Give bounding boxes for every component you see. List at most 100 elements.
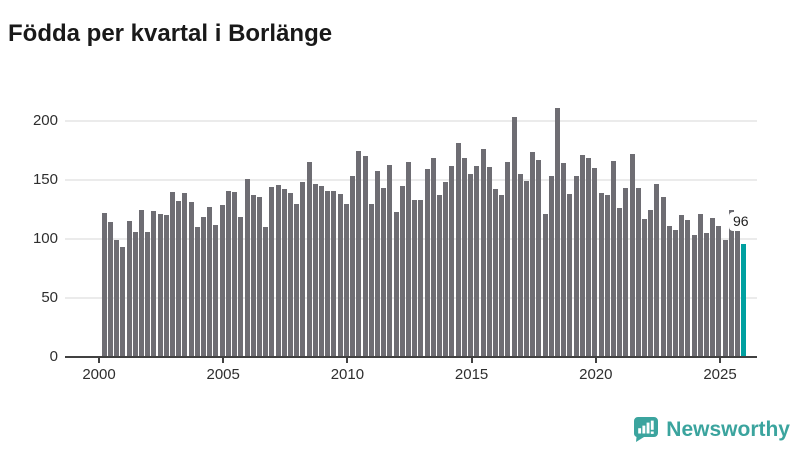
bar-2024-Q2[interactable] [704, 233, 710, 357]
bar-2012-Q4[interactable] [418, 200, 424, 357]
bar-2002-Q1[interactable] [151, 210, 157, 357]
bar-2023-Q4[interactable] [691, 235, 697, 357]
bar-2004-Q4[interactable] [219, 204, 225, 357]
bar-2009-Q2[interactable] [331, 190, 337, 357]
bar-2008-Q3[interactable] [312, 183, 318, 357]
bar-2021-Q4[interactable] [641, 218, 647, 357]
bar-2025-Q2[interactable] [728, 209, 734, 357]
bar-2006-Q2[interactable] [256, 196, 262, 357]
bar-2013-Q4[interactable] [443, 182, 449, 357]
bar-2022-Q2[interactable] [654, 183, 660, 357]
bar-2000-Q2[interactable] [107, 222, 113, 357]
bar-2020-Q4[interactable] [617, 208, 623, 357]
bar-2002-Q3[interactable] [163, 215, 169, 357]
bar-2012-Q2[interactable] [405, 162, 411, 357]
bar-2011-Q2[interactable] [381, 188, 387, 357]
bar-2025-Q1[interactable] [722, 240, 728, 357]
bar-2012-Q3[interactable] [412, 200, 418, 357]
bar-2023-Q1[interactable] [673, 229, 679, 357]
bar-2010-Q4[interactable] [368, 203, 374, 357]
bar-2014-Q1[interactable] [449, 165, 455, 357]
bar-2016-Q1[interactable] [499, 195, 505, 357]
bar-2019-Q3[interactable] [586, 157, 592, 357]
bar-2002-Q4[interactable] [170, 191, 175, 357]
bar-2018-Q2[interactable] [555, 108, 561, 357]
bar-2021-Q1[interactable] [623, 188, 629, 357]
bar-2011-Q4[interactable] [393, 211, 399, 357]
bar-2005-Q4[interactable] [244, 178, 250, 357]
bar-2015-Q3[interactable] [486, 167, 492, 357]
bar-2017-Q4[interactable] [542, 214, 548, 357]
bar-2010-Q1[interactable] [350, 176, 356, 357]
newsworthy-logo[interactable]: Newsworthy [632, 416, 790, 443]
bar-2012-Q1[interactable] [399, 185, 405, 357]
bar-2003-Q1[interactable] [176, 201, 182, 357]
bar-2004-Q3[interactable] [213, 224, 219, 357]
bar-2008-Q1[interactable] [300, 182, 306, 357]
bar-2015-Q1[interactable] [474, 165, 480, 357]
bar-2019-Q1[interactable] [573, 176, 579, 357]
bar-2024-Q4[interactable] [716, 226, 722, 357]
bar-2017-Q2[interactable] [530, 151, 536, 357]
bar-2010-Q2[interactable] [356, 150, 362, 357]
bar-2020-Q3[interactable] [610, 161, 616, 357]
bar-2004-Q2[interactable] [207, 207, 213, 357]
bar-2025-Q3[interactable] [735, 229, 741, 357]
bar-2013-Q3[interactable] [437, 195, 443, 357]
bar-2022-Q4[interactable] [666, 226, 672, 357]
bar-2007-Q4[interactable] [294, 203, 300, 357]
bar-2003-Q3[interactable] [188, 202, 194, 357]
bar-2002-Q2[interactable] [157, 214, 163, 357]
bar-2022-Q3[interactable] [660, 196, 666, 357]
bar-2007-Q2[interactable] [281, 189, 287, 357]
bar-2011-Q3[interactable] [387, 164, 393, 357]
bar-2023-Q3[interactable] [685, 220, 691, 357]
bar-2006-Q1[interactable] [250, 195, 256, 357]
bar-2004-Q1[interactable] [201, 216, 207, 357]
bar-2007-Q3[interactable] [288, 192, 293, 357]
bar-2024-Q3[interactable] [710, 217, 716, 357]
bar-2025-Q4[interactable] [741, 243, 747, 357]
bar-2021-Q2[interactable] [629, 154, 635, 357]
bar-2013-Q2[interactable] [430, 157, 436, 357]
bar-2018-Q1[interactable] [548, 176, 554, 357]
bar-2024-Q1[interactable] [697, 214, 703, 357]
bar-2000-Q1[interactable] [101, 213, 107, 357]
bar-2020-Q1[interactable] [598, 192, 604, 357]
bar-2006-Q4[interactable] [269, 187, 275, 357]
bar-2005-Q1[interactable] [225, 190, 231, 357]
bar-2017-Q3[interactable] [536, 159, 542, 357]
bar-2008-Q2[interactable] [306, 162, 312, 357]
bar-2015-Q2[interactable] [480, 149, 486, 357]
bar-2000-Q4[interactable] [120, 247, 126, 357]
bar-2003-Q2[interactable] [182, 192, 188, 357]
bar-2014-Q4[interactable] [468, 174, 474, 357]
bar-2019-Q2[interactable] [579, 155, 585, 357]
bar-2016-Q4[interactable] [517, 174, 523, 357]
bar-2008-Q4[interactable] [319, 185, 325, 357]
bar-2007-Q1[interactable] [275, 184, 281, 357]
bar-2005-Q2[interactable] [232, 191, 238, 357]
bar-2017-Q1[interactable] [523, 181, 529, 357]
bar-2016-Q3[interactable] [511, 117, 517, 357]
bar-2014-Q3[interactable] [461, 157, 467, 357]
bar-2021-Q3[interactable] [635, 188, 641, 357]
bar-2013-Q1[interactable] [424, 169, 430, 357]
bar-2009-Q3[interactable] [337, 194, 343, 357]
bar-2023-Q2[interactable] [679, 215, 685, 357]
bar-2018-Q4[interactable] [567, 194, 573, 357]
bar-2015-Q4[interactable] [492, 189, 498, 357]
bar-2001-Q2[interactable] [132, 231, 138, 357]
bar-2009-Q1[interactable] [325, 190, 331, 357]
bar-2020-Q2[interactable] [604, 195, 610, 357]
bar-2011-Q1[interactable] [374, 170, 380, 357]
bar-2003-Q4[interactable] [194, 227, 200, 357]
bar-2009-Q4[interactable] [343, 203, 349, 357]
bar-2006-Q3[interactable] [263, 227, 269, 357]
bar-2001-Q1[interactable] [126, 221, 132, 357]
bar-2016-Q2[interactable] [505, 162, 511, 357]
bar-2001-Q3[interactable] [138, 209, 144, 357]
bar-2014-Q2[interactable] [455, 143, 461, 357]
bar-2022-Q1[interactable] [648, 209, 654, 357]
bar-2005-Q3[interactable] [238, 216, 244, 357]
